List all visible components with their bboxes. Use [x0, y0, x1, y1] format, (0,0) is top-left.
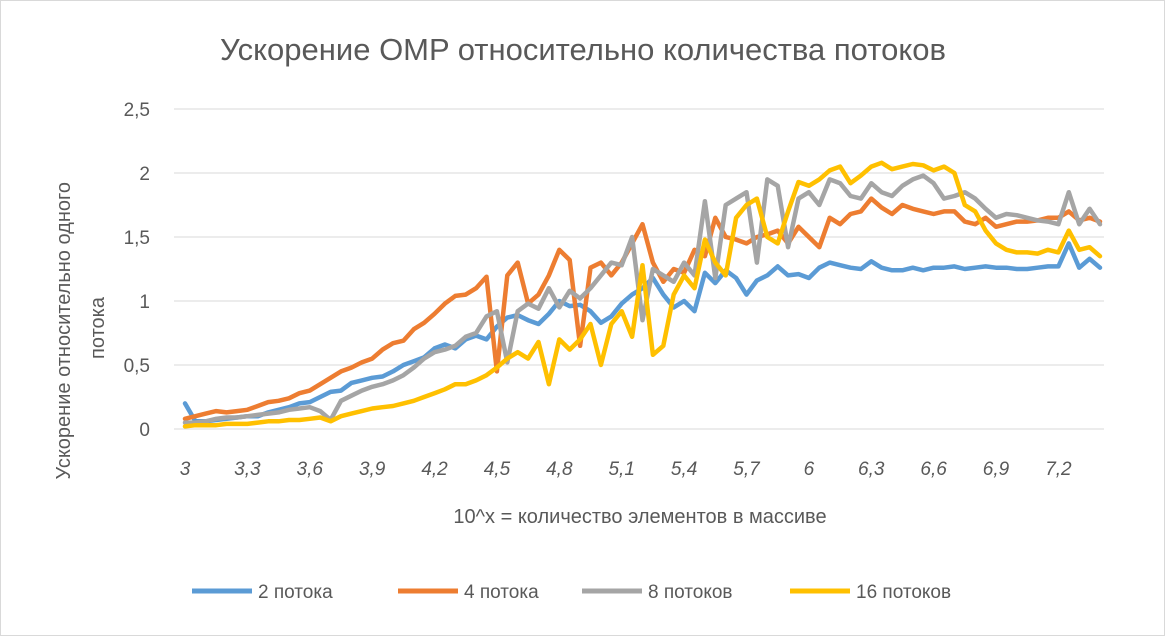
series-line-1	[182, 241, 1103, 424]
x-tick-label: 4,2	[421, 459, 448, 480]
y-axis-title: Ускорение относительно одного потока	[53, 176, 109, 479]
x-tick-label: 4,8	[546, 459, 573, 480]
legend: 2 потока 4 потока 8 потоков 16 потоков	[192, 582, 951, 603]
y-tick-label: 1	[139, 292, 150, 313]
x-tick-label: 3,9	[359, 459, 386, 480]
y-tick-label: 2	[139, 164, 150, 185]
series-line-3	[182, 173, 1103, 425]
legend-label-1: 2 потока	[258, 582, 333, 603]
x-tick-label: 5,7	[733, 459, 761, 480]
y-tick-label: 0,5	[124, 356, 150, 377]
series-lines	[182, 160, 1103, 429]
grid	[174, 108, 1104, 430]
y-tick-label: 2,5	[124, 100, 150, 121]
y-axis-title-line-2: потока	[87, 296, 109, 359]
x-tick-label: 5,1	[608, 459, 634, 480]
x-tick-label: 6	[804, 459, 815, 480]
series-line-2	[182, 196, 1103, 422]
x-tick-label: 3,6	[297, 459, 324, 480]
legend-label-3: 8 потоков	[648, 582, 733, 603]
y-axis-title-line-1: Ускорение относительно одного	[53, 182, 75, 480]
legend-label-4: 16 потоков	[856, 582, 951, 603]
x-tick-label: 3,3	[234, 459, 261, 480]
x-tick-label: 6,9	[983, 459, 1010, 480]
x-tick-label: 4,5	[484, 459, 511, 480]
x-tick-label: 3	[180, 459, 191, 480]
x-tick-label: 6,6	[920, 459, 947, 480]
legend-label-2: 4 потока	[464, 582, 539, 603]
series-line-4	[182, 160, 1103, 429]
y-tick-labels: 0 0,5 1 1,5 2 2,5	[124, 100, 150, 441]
x-tick-label: 6,3	[858, 459, 885, 480]
x-tick-label: 5,4	[671, 459, 697, 480]
x-tick-label: 7,2	[1045, 459, 1072, 480]
x-axis-title: 10^x = количество элементов в массиве	[453, 506, 826, 528]
y-tick-label: 0	[139, 420, 150, 441]
y-tick-label: 1,5	[124, 228, 150, 249]
x-tick-labels: 3 3,3 3,6 3,9 4,2 4,5 4,8 5,1 5,4 5,7 6 6,3 6,6 6,9 7,…	[180, 459, 1072, 480]
chart-title: Ускорение OMP относительно количества по…	[220, 32, 946, 67]
